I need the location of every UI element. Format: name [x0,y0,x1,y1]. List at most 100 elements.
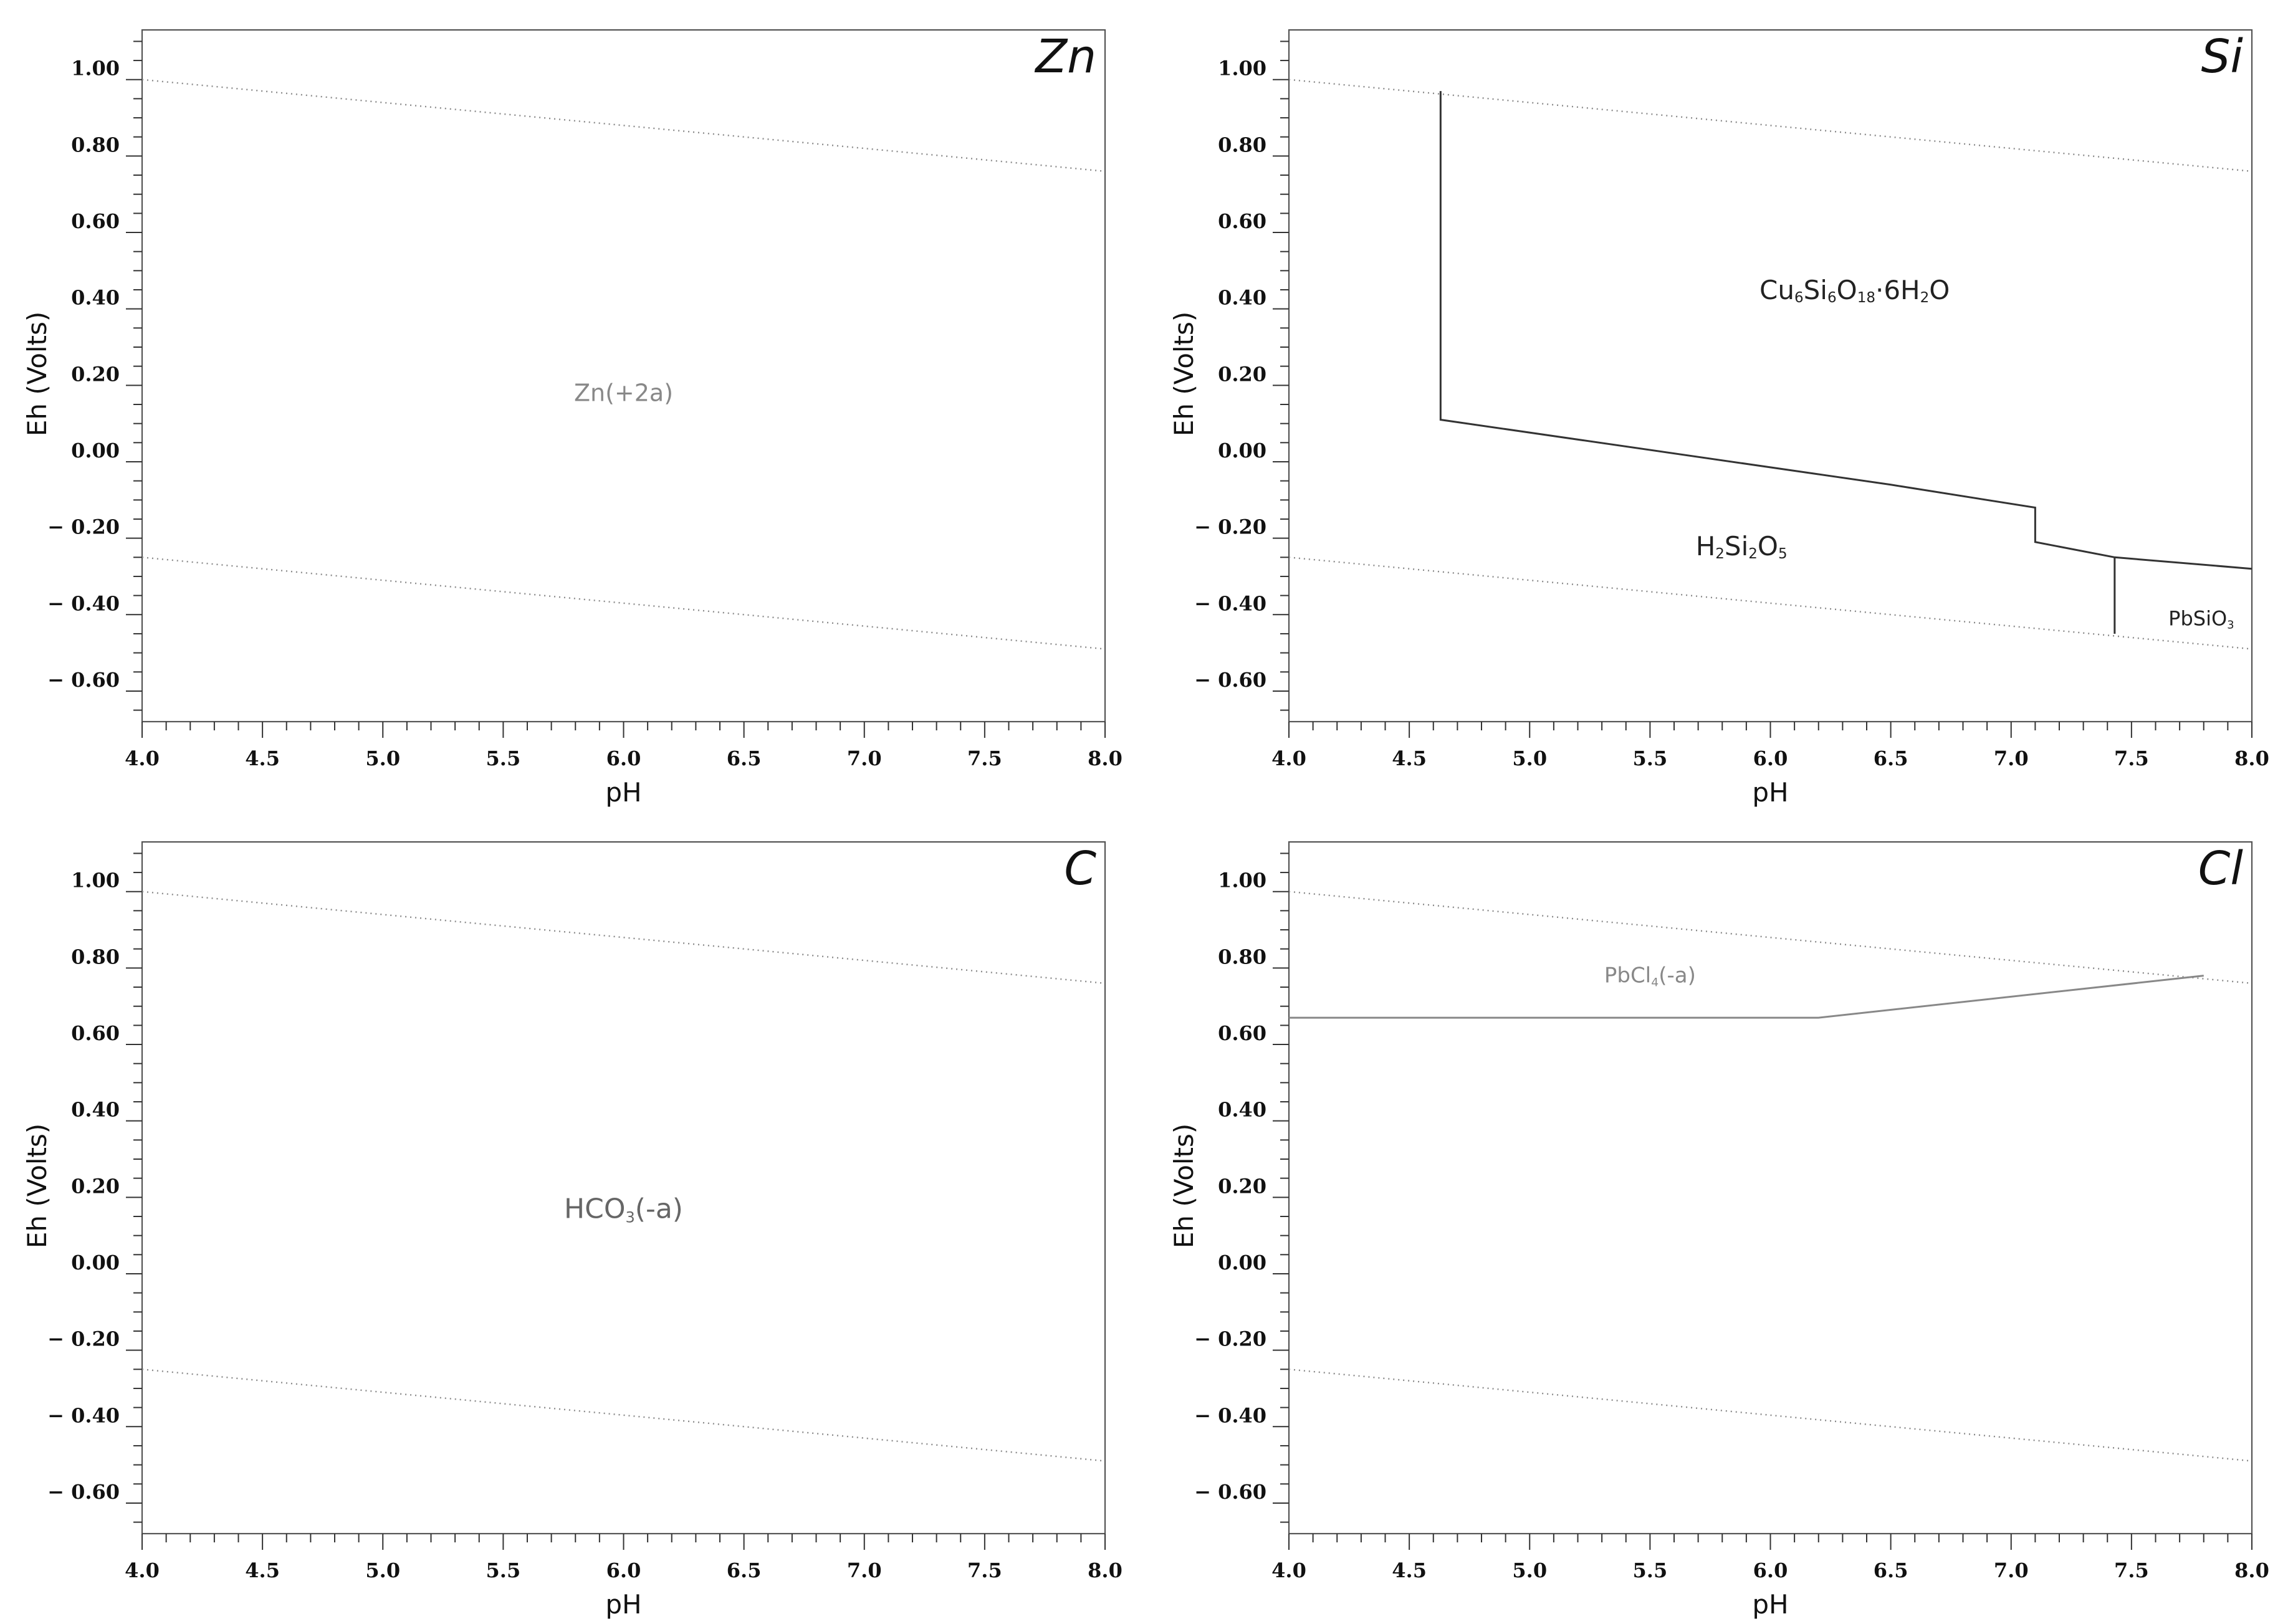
region-label: H2Si2O5 [1696,530,1788,562]
y-tick-label: 0.40 [1218,1098,1266,1122]
y-tick-label: 0.40 [1218,286,1266,310]
x-tick-label: 4.5 [1392,1559,1427,1582]
y-minor-ticks [126,853,142,1523]
y-minor-ticks [126,41,142,711]
y-axis-label: Eh (Volts) [22,312,52,436]
x-minor-ticks [1288,722,2252,738]
field-boundary-line [1439,91,2252,570]
panel-title-cl: Cl [2198,842,2244,896]
y-tick-label: − 0.20 [47,515,120,539]
x-tick-label: 7.0 [847,1559,882,1582]
x-tick-label: 8.0 [1088,1559,1123,1582]
x-tick-label: 5.0 [365,747,400,770]
label-part: O [1837,275,1857,305]
x-minor-ticks [141,1534,1106,1550]
x-tick-label: 6.0 [606,747,641,770]
x-tick-label: 6.0 [1753,1559,1788,1582]
x-tick-label: 5.0 [365,1559,400,1582]
label-part: Cu [1759,275,1794,305]
y-tick-label: − 0.60 [1194,1480,1266,1504]
y-tick-label: − 0.20 [1194,1327,1266,1351]
x-tick-label: 6.5 [727,747,762,770]
x-tick-label: 6.5 [727,1559,762,1582]
y-tick-label: − 0.40 [47,591,120,615]
y-tick-label: − 0.20 [47,1327,120,1351]
subscript: 5 [1778,546,1788,562]
y-tick-label: − 0.40 [1194,1403,1266,1427]
x-tick-label: 5.5 [1633,1559,1668,1582]
y-tick-label: 0.00 [1218,439,1266,462]
x-tick-label: 4.0 [125,1559,160,1582]
x-tick-label: 6.0 [606,1559,641,1582]
x-tick-label: 5.5 [486,747,521,770]
label-part: O [1929,275,1950,305]
y-tick-label: 0.80 [71,945,120,968]
y-tick-label: 0.60 [1218,1021,1266,1045]
y-tick-label: 0.20 [1218,362,1266,386]
plot-frame [1288,29,2253,723]
region-label: Zn(+2a) [574,380,673,407]
x-tick-label: 8.0 [1088,747,1123,770]
x-tick-label: 7.5 [2114,747,2149,770]
subscript: 6 [1827,290,1837,306]
y-tick-label: 0.60 [71,209,120,233]
region-label: PbSiO3 [2168,606,2234,631]
subscript: 2 [1920,290,1930,306]
y-tick-label: 0.60 [71,1021,120,1045]
chart-panel-si: 4.0 4.5 5.0 5.5 6.0 6.5 7.0 7.5 8.0 1.00 0.80 0.60 0… [1169,29,2269,808]
x-tick-label: 4.5 [245,747,280,770]
x-tick-label: 5.5 [486,1559,521,1582]
y-tick-label: − 0.40 [1194,591,1266,615]
label-part: O [1758,530,1778,561]
region-label: HCO3(-a) [564,1193,683,1226]
label-part: H [1696,530,1716,561]
x-tick-label: 5.0 [1512,747,1547,770]
chart-panel-cl: 4.0 4.5 5.0 5.5 6.0 6.5 7.0 7.5 8.0 1.00 0.80 0.60 0… [1169,841,2269,1620]
field-boundary-line [1289,975,2204,1019]
x-tick-label: 7.0 [847,747,882,770]
x-tick-label: 7.5 [967,1559,1002,1582]
upper-water-line [141,891,1106,985]
label-part: Zn(+2a) [574,380,673,407]
x-tick-label: 7.5 [2114,1559,2149,1582]
x-tick-label: 7.0 [1994,1559,2029,1582]
y-tick-label: 0.20 [71,1174,120,1198]
subscript: 3 [626,1209,635,1226]
x-tick-label: 7.0 [1994,747,2029,770]
y-tick-label: − 0.20 [1194,515,1266,539]
upper-water-line [1288,891,2252,985]
y-tick-label: 1.00 [1218,57,1266,80]
x-axis-label: pH [1752,1589,1788,1620]
y-tick-label: − 0.60 [47,668,120,692]
x-axis-label: pH [605,777,641,808]
y-tick-label: 0.80 [1218,945,1266,968]
label-part: PbSiO [2168,606,2227,630]
region-label: PbCl4(-a) [1604,963,1696,990]
subscript: 18 [1857,290,1875,306]
lower-water-line [1288,1368,2252,1462]
x-axis-label: pH [1752,777,1788,808]
subscript: 4 [1651,976,1659,990]
label-part: HCO [564,1193,625,1225]
x-tick-label: 4.5 [1392,747,1427,770]
subscript: 3 [2227,618,2234,631]
subscript: 6 [1794,290,1804,306]
upper-water-line [141,79,1106,173]
subscript: 2 [1748,546,1758,562]
y-tick-label: 1.00 [71,869,120,892]
region-label: Cu6Si6O18·6H2O [1759,275,1950,307]
panel-title-si: Si [2201,30,2243,84]
x-minor-ticks [141,722,1106,738]
y-axis-label: Eh (Volts) [1169,312,1199,436]
y-tick-label: − 0.60 [1194,668,1266,692]
panel-title-c: C [1064,842,1096,896]
x-axis-label: pH [605,1589,641,1620]
x-tick-label: 5.5 [1633,747,1668,770]
label-part: Si [1725,530,1748,561]
label-part: Si [1804,275,1827,305]
y-tick-label: 0.00 [71,1251,120,1274]
upper-water-line [1288,79,2252,173]
chart-panel-c: 4.0 4.5 5.0 5.5 6.0 6.5 7.0 7.5 8.0 1.00 0.80 0.60 0… [22,841,1123,1620]
x-tick-label: 4.5 [245,1559,280,1582]
y-tick-label: 0.80 [71,133,120,156]
